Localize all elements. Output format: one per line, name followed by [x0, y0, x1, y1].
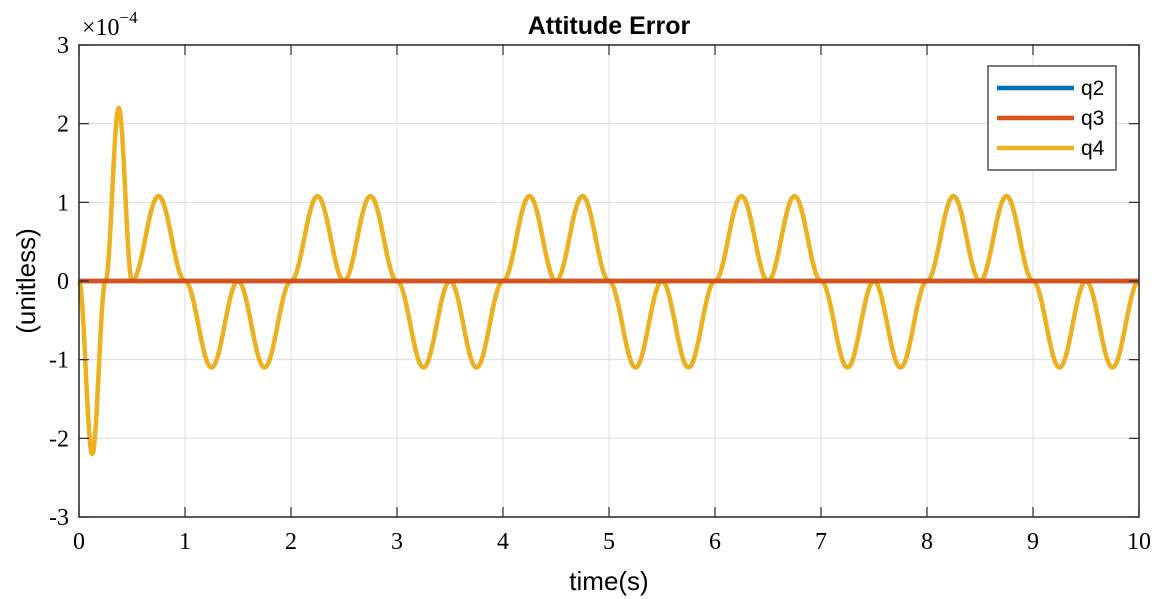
series-line-q4: [77, 105, 1141, 457]
series-layer: [77, 105, 1141, 457]
y-axis-multiplier: ×10−4: [82, 8, 138, 41]
tick-marks: [78, 44, 1140, 518]
x-tick-label: 6: [709, 529, 721, 555]
legend: q2 q3 q4: [987, 65, 1117, 171]
y-tick-label: -3: [49, 505, 69, 531]
x-tick-label: 2: [285, 529, 297, 555]
y-tick-label: 0: [57, 269, 69, 295]
tick-labels: 0 1 2 3 4 5 6 7 8 9 10 -3 -2 -1 0 1 2 3: [49, 33, 1151, 555]
legend-items: q2 q3 q4: [997, 77, 1105, 160]
x-axis-label: time(s): [569, 566, 648, 596]
x-tick-label: 7: [815, 529, 827, 555]
legend-label-q2: q2: [1081, 77, 1104, 100]
x-tick-label: 9: [1027, 529, 1039, 555]
x-tick-label: 8: [921, 529, 933, 555]
legend-label-q4: q4: [1081, 137, 1105, 160]
y-axis-label: (unitless): [11, 228, 41, 333]
y-tick-label: 1: [57, 190, 69, 216]
x-tick-label: 4: [497, 529, 509, 555]
y-tick-label: -1: [49, 348, 69, 374]
y-tick-label: 3: [57, 33, 69, 59]
x-tick-label: 3: [391, 529, 403, 555]
x-tick-label: 0: [73, 529, 85, 555]
legend-label-q3: q3: [1081, 107, 1104, 130]
y-tick-label: 2: [57, 112, 69, 138]
x-tick-label: 10: [1127, 529, 1151, 555]
x-tick-label: 1: [179, 529, 191, 555]
y-axis-multiplier-exponent: −4: [120, 8, 139, 27]
x-tick-label: 5: [603, 529, 615, 555]
chart-title: Attitude Error: [528, 12, 691, 40]
y-axis-multiplier-base: ×10: [82, 15, 120, 41]
y-tick-label: -2: [49, 426, 69, 452]
